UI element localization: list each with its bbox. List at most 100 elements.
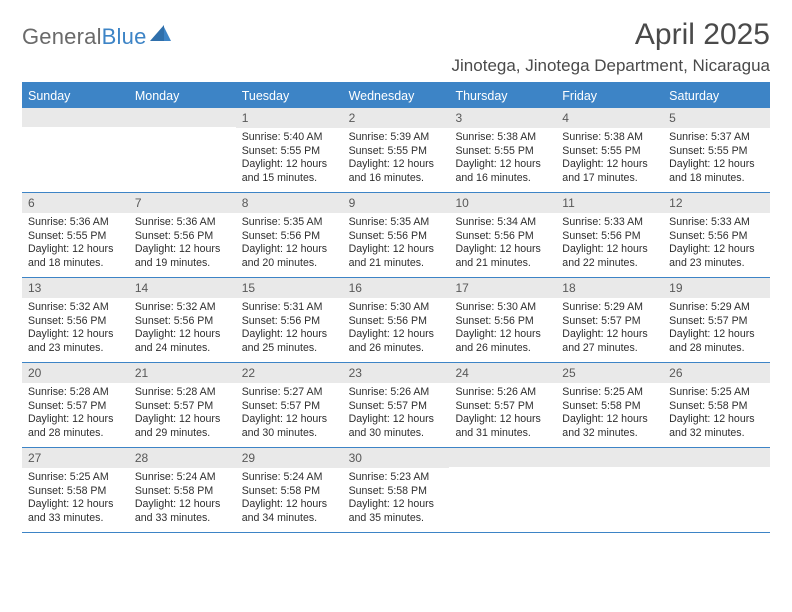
calendar-cell: 17Sunrise: 5:30 AMSunset: 5:56 PMDayligh… [449, 278, 556, 362]
sunset-text: Sunset: 5:57 PM [28, 400, 123, 414]
day-number: 13 [22, 278, 129, 298]
cell-body: Sunrise: 5:25 AMSunset: 5:58 PMDaylight:… [663, 383, 770, 446]
sunrise-text: Sunrise: 5:28 AM [135, 386, 230, 400]
calendar-cell: 3Sunrise: 5:38 AMSunset: 5:55 PMDaylight… [449, 108, 556, 192]
sunset-text: Sunset: 5:57 PM [349, 400, 444, 414]
daylight-text: Daylight: 12 hours and 23 minutes. [669, 243, 764, 270]
day-number: 14 [129, 278, 236, 298]
logo-text: GeneralBlue [22, 24, 147, 50]
sunset-text: Sunset: 5:58 PM [242, 485, 337, 499]
sunrise-text: Sunrise: 5:23 AM [349, 471, 444, 485]
sunrise-text: Sunrise: 5:26 AM [349, 386, 444, 400]
week-row: 27Sunrise: 5:25 AMSunset: 5:58 PMDayligh… [22, 448, 770, 533]
cell-body: Sunrise: 5:39 AMSunset: 5:55 PMDaylight:… [343, 128, 450, 191]
cell-body: Sunrise: 5:36 AMSunset: 5:55 PMDaylight:… [22, 213, 129, 276]
calendar-cell [556, 448, 663, 532]
sunset-text: Sunset: 5:56 PM [349, 315, 444, 329]
day-header: Friday [556, 84, 663, 108]
sunrise-text: Sunrise: 5:39 AM [349, 131, 444, 145]
daylight-text: Daylight: 12 hours and 32 minutes. [562, 413, 657, 440]
daylight-text: Daylight: 12 hours and 35 minutes. [349, 498, 444, 525]
sunset-text: Sunset: 5:56 PM [669, 230, 764, 244]
day-number: 8 [236, 193, 343, 213]
calendar-cell: 10Sunrise: 5:34 AMSunset: 5:56 PMDayligh… [449, 193, 556, 277]
calendar-cell: 6Sunrise: 5:36 AMSunset: 5:55 PMDaylight… [22, 193, 129, 277]
sunrise-text: Sunrise: 5:38 AM [562, 131, 657, 145]
daylight-text: Daylight: 12 hours and 17 minutes. [562, 158, 657, 185]
calendar-cell [449, 448, 556, 532]
sunset-text: Sunset: 5:55 PM [455, 145, 550, 159]
cell-body: Sunrise: 5:35 AMSunset: 5:56 PMDaylight:… [236, 213, 343, 276]
sunset-text: Sunset: 5:55 PM [28, 230, 123, 244]
sunset-text: Sunset: 5:56 PM [28, 315, 123, 329]
day-number: 15 [236, 278, 343, 298]
sunrise-text: Sunrise: 5:26 AM [455, 386, 550, 400]
daylight-text: Daylight: 12 hours and 16 minutes. [455, 158, 550, 185]
cell-body [129, 127, 236, 136]
calendar-cell: 30Sunrise: 5:23 AMSunset: 5:58 PMDayligh… [343, 448, 450, 532]
sunset-text: Sunset: 5:56 PM [135, 315, 230, 329]
calendar-cell: 8Sunrise: 5:35 AMSunset: 5:56 PMDaylight… [236, 193, 343, 277]
calendar-cell: 29 Sunrise: 5:24 AMSunset: 5:58 PMDayligh… [236, 448, 343, 532]
sunset-text: Sunset: 5:58 PM [135, 485, 230, 499]
calendar-cell: 23 Sunrise: 5:26 AMSunset: 5:57 PMDayligh… [343, 363, 450, 447]
day-header: Tuesday [236, 84, 343, 108]
daylight-text: Daylight: 12 hours and 21 minutes. [349, 243, 444, 270]
cell-body: Sunrise: 5:34 AMSunset: 5:56 PMDaylight:… [449, 213, 556, 276]
calendar-cell: 14Sunrise: 5:32 AMSunset: 5:56 PMDayligh… [129, 278, 236, 362]
day-number: 21 [129, 363, 236, 383]
sunset-text: Sunset: 5:55 PM [669, 145, 764, 159]
daylight-text: Daylight: 12 hours and 33 minutes. [28, 498, 123, 525]
sunset-text: Sunset: 5:57 PM [135, 400, 230, 414]
cell-body: Sunrise: 5:33 AMSunset: 5:56 PMDaylight:… [556, 213, 663, 276]
sunset-text: Sunset: 5:57 PM [242, 400, 337, 414]
daylight-text: Daylight: 12 hours and 30 minutes. [349, 413, 444, 440]
cell-body: Sunrise: 5:32 AMSunset: 5:56 PMDaylight:… [129, 298, 236, 361]
day-number: 1 [236, 108, 343, 128]
day-header: Saturday [663, 84, 770, 108]
daylight-text: Daylight: 12 hours and 31 minutes. [455, 413, 550, 440]
sunrise-text: Sunrise: 5:36 AM [28, 216, 123, 230]
daylight-text: Daylight: 12 hours and 15 minutes. [242, 158, 337, 185]
sunrise-text: Sunrise: 5:24 AM [242, 471, 337, 485]
cell-body: Sunrise: 5:26 AMSunset: 5:57 PMDaylight:… [449, 383, 556, 446]
location-subtitle: Jinotega, Jinotega Department, Nicaragua [452, 56, 770, 76]
week-row: 13Sunrise: 5:32 AMSunset: 5:56 PMDayligh… [22, 278, 770, 363]
cell-body: Sunrise: 5:27 AMSunset: 5:57 PMDaylight:… [236, 383, 343, 446]
daylight-text: Daylight: 12 hours and 18 minutes. [669, 158, 764, 185]
day-number: 23 [343, 363, 450, 383]
day-number: 10 [449, 193, 556, 213]
week-row: 1Sunrise: 5:40 AMSunset: 5:55 PMDaylight… [22, 108, 770, 193]
month-title: April 2025 [452, 18, 770, 52]
sunrise-text: Sunrise: 5:32 AM [28, 301, 123, 315]
sunset-text: Sunset: 5:56 PM [455, 315, 550, 329]
sunset-text: Sunset: 5:55 PM [349, 145, 444, 159]
sunrise-text: Sunrise: 5:35 AM [242, 216, 337, 230]
sunrise-text: Sunrise: 5:25 AM [669, 386, 764, 400]
calendar-cell: 15Sunrise: 5:31 AMSunset: 5:56 PMDayligh… [236, 278, 343, 362]
day-number: 6 [22, 193, 129, 213]
logo-text-right: Blue [102, 24, 147, 49]
calendar-cell: 19Sunrise: 5:29 AMSunset: 5:57 PMDayligh… [663, 278, 770, 362]
sunrise-text: Sunrise: 5:32 AM [135, 301, 230, 315]
day-number: 12 [663, 193, 770, 213]
calendar-cell: 2Sunrise: 5:39 AMSunset: 5:55 PMDaylight… [343, 108, 450, 192]
sunset-text: Sunset: 5:55 PM [562, 145, 657, 159]
cell-body [22, 127, 129, 136]
daylight-text: Daylight: 12 hours and 34 minutes. [242, 498, 337, 525]
daylight-text: Daylight: 12 hours and 25 minutes. [242, 328, 337, 355]
day-number: 29 [236, 448, 343, 468]
cell-body: Sunrise: 5:25 AMSunset: 5:58 PMDaylight:… [22, 468, 129, 531]
daylight-text: Daylight: 12 hours and 21 minutes. [455, 243, 550, 270]
daylight-text: Daylight: 12 hours and 18 minutes. [28, 243, 123, 270]
sunrise-text: Sunrise: 5:33 AM [669, 216, 764, 230]
sunrise-text: Sunrise: 5:33 AM [562, 216, 657, 230]
day-header: Thursday [449, 84, 556, 108]
daylight-text: Daylight: 12 hours and 23 minutes. [28, 328, 123, 355]
sunrise-text: Sunrise: 5:30 AM [349, 301, 444, 315]
day-number: 9 [343, 193, 450, 213]
sunset-text: Sunset: 5:57 PM [669, 315, 764, 329]
sunset-text: Sunset: 5:57 PM [455, 400, 550, 414]
sunrise-text: Sunrise: 5:27 AM [242, 386, 337, 400]
day-number: 27 [22, 448, 129, 468]
